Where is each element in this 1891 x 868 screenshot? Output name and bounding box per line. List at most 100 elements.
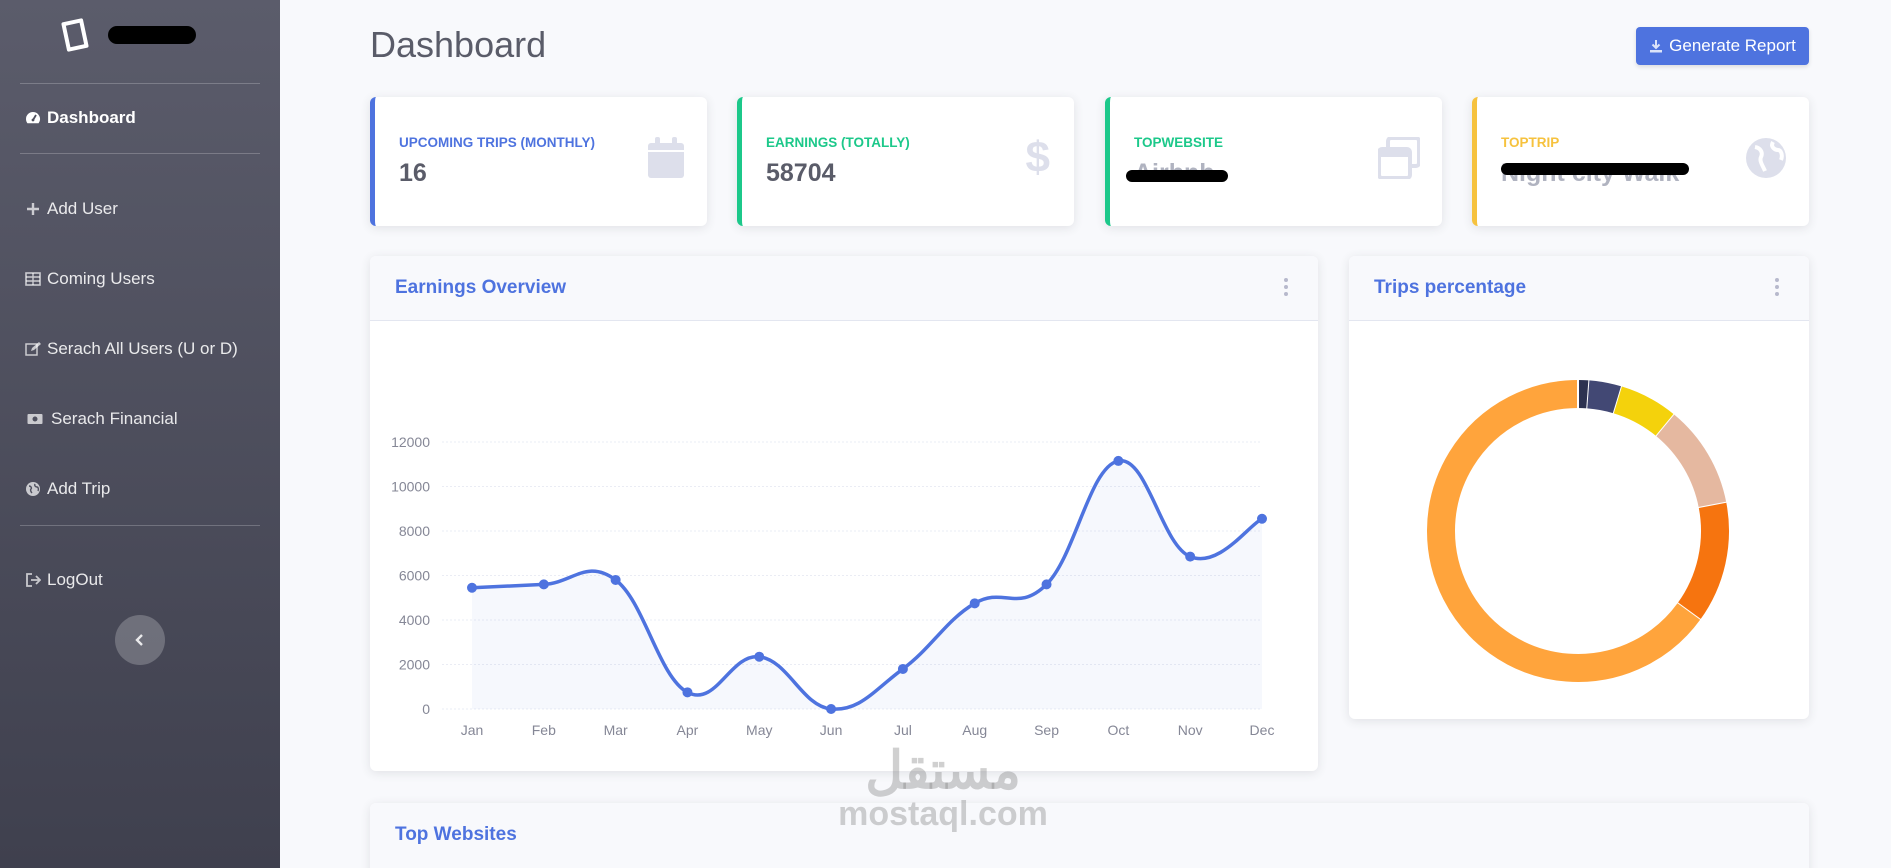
panel-title: Trips percentage — [1374, 277, 1527, 298]
generate-report-label: Generate Report — [1669, 36, 1796, 55]
x-tick-label: Mar — [604, 722, 628, 738]
sidebar-item-label: Add Trip — [47, 479, 111, 498]
stat-value: 16 — [399, 159, 427, 187]
data-point — [610, 574, 621, 585]
generate-report-button[interactable]: Generate Report — [1636, 27, 1809, 65]
sidebar-item-label: LogOut — [47, 570, 103, 589]
y-tick-label: 4000 — [399, 612, 430, 628]
sidebar-item-search-financial[interactable]: Serach Financial — [25, 409, 178, 429]
stat-label: TopTrip — [1501, 135, 1560, 150]
donut-slice — [1677, 502, 1729, 620]
sidebar-item-label: Dashboard — [47, 108, 136, 127]
x-tick-label: Feb — [532, 722, 556, 738]
table-icon — [25, 272, 41, 286]
plus-icon — [27, 203, 39, 215]
x-tick-label: Jan — [461, 722, 484, 738]
data-point — [1185, 551, 1196, 562]
x-tick-label: Jun — [820, 722, 843, 738]
donut-slice — [1427, 380, 1701, 682]
trips-donut-chart — [1427, 379, 1729, 682]
slice-separator — [1586, 379, 1591, 410]
edit-icon — [25, 342, 41, 356]
x-tick-label: Aug — [962, 722, 987, 738]
watermark: مستقل mostaql.com — [828, 745, 1058, 831]
earnings-area-chart: 0 2000 4000 6000 8000 10000 12000 Jan Feb Mar Apr M… — [391, 434, 1275, 738]
x-tick-label: Apr — [677, 722, 699, 738]
donut-slice — [1586, 380, 1622, 414]
sidebar-item-label: Add User — [47, 199, 118, 218]
stat-card-earnings: Earnings (Totally) 58704 $ — [737, 97, 1074, 226]
sidebar-item-search-all-users[interactable]: Serach All Users (U or D) — [25, 339, 238, 359]
brand-name-redacted — [108, 26, 196, 44]
data-point — [897, 663, 908, 674]
donut-slice — [1613, 386, 1675, 437]
x-tick-label: Oct — [1107, 722, 1129, 738]
sidebar-item-label: Serach Financial — [51, 409, 178, 428]
sidebar-item-add-user[interactable]: Add User — [25, 199, 118, 219]
sidebar-item-logout[interactable]: LogOut — [25, 570, 103, 590]
download-icon — [1650, 40, 1663, 53]
sign-out-icon — [26, 573, 41, 587]
calendar-icon — [648, 137, 684, 178]
data-point — [754, 651, 765, 662]
earnings-overview-panel: Earnings Overview 0 2000 4000 6000 8000 10000… — [370, 256, 1318, 771]
sidebar-divider — [20, 153, 260, 154]
panel-header: Top Websites — [370, 803, 1809, 868]
x-tick-label: Nov — [1178, 722, 1203, 738]
dollar-icon: $ — [1025, 133, 1050, 182]
y-tick-label: 0 — [422, 701, 430, 717]
y-tick-label: 8000 — [399, 523, 430, 539]
more-options-icon[interactable] — [1775, 278, 1779, 299]
x-tick-label: Jul — [894, 722, 912, 738]
data-point — [1257, 513, 1267, 524]
more-options-icon[interactable] — [1284, 278, 1288, 299]
tachometer-icon — [26, 112, 40, 124]
globe-icon — [26, 482, 40, 496]
y-tick-label: 10000 — [391, 479, 430, 495]
window-restore-icon — [1378, 137, 1420, 179]
money-bill-icon — [27, 414, 43, 424]
data-point — [969, 598, 980, 609]
data-point — [1113, 455, 1124, 466]
sidebar-item-coming-users[interactable]: Coming Users — [25, 269, 155, 289]
stat-card-top-trip: TopTrip Night city Walk — [1472, 97, 1809, 226]
sidebar-toggle-button[interactable] — [115, 615, 165, 665]
x-tick-label: May — [746, 722, 772, 738]
y-tick-label: 12000 — [391, 434, 430, 450]
stat-card-upcoming-trips: Upcoming Trips (Monthly) 16 — [370, 97, 707, 226]
stat-label: Upcoming Trips (Monthly) — [399, 135, 596, 150]
sidebar: Dashboard Add User Coming Users Serach A… — [0, 0, 280, 868]
donut-slice — [1656, 414, 1727, 509]
sidebar-item-dashboard[interactable]: Dashboard — [25, 108, 136, 128]
panel-title: Top Websites — [395, 824, 517, 845]
sidebar-item-label: Serach All Users (U or D) — [47, 339, 238, 358]
data-point — [467, 582, 477, 593]
redaction-bar — [1126, 170, 1228, 182]
panel-header: Earnings Overview — [370, 256, 1318, 321]
stat-value: 58704 — [766, 159, 836, 187]
x-tick-label: Sep — [1034, 722, 1059, 738]
panel-title: Earnings Overview — [395, 277, 567, 298]
page-title: Dashboard — [370, 24, 547, 65]
y-tick-label: 6000 — [399, 568, 430, 584]
top-websites-panel: Top Websites — [370, 803, 1809, 868]
panel-header: Trips percentage — [1349, 256, 1809, 321]
y-tick-label: 2000 — [399, 657, 430, 673]
globe-icon — [1746, 138, 1786, 178]
watermark-arabic: مستقل — [865, 742, 1021, 800]
data-point — [826, 704, 837, 714]
chevron-left-icon — [135, 634, 143, 646]
data-point — [682, 687, 693, 698]
series-area — [472, 460, 1262, 710]
brand-logo-icon — [61, 18, 89, 52]
trips-percentage-panel: Trips percentage — [1349, 256, 1809, 719]
x-tick-label: Dec — [1250, 722, 1275, 738]
watermark-latin: mostaql.com — [838, 795, 1048, 833]
data-point — [1041, 579, 1052, 590]
brand[interactable] — [61, 18, 196, 52]
sidebar-item-add-trip[interactable]: Add Trip — [25, 479, 110, 499]
sidebar-divider — [20, 83, 260, 84]
data-point — [538, 579, 549, 590]
